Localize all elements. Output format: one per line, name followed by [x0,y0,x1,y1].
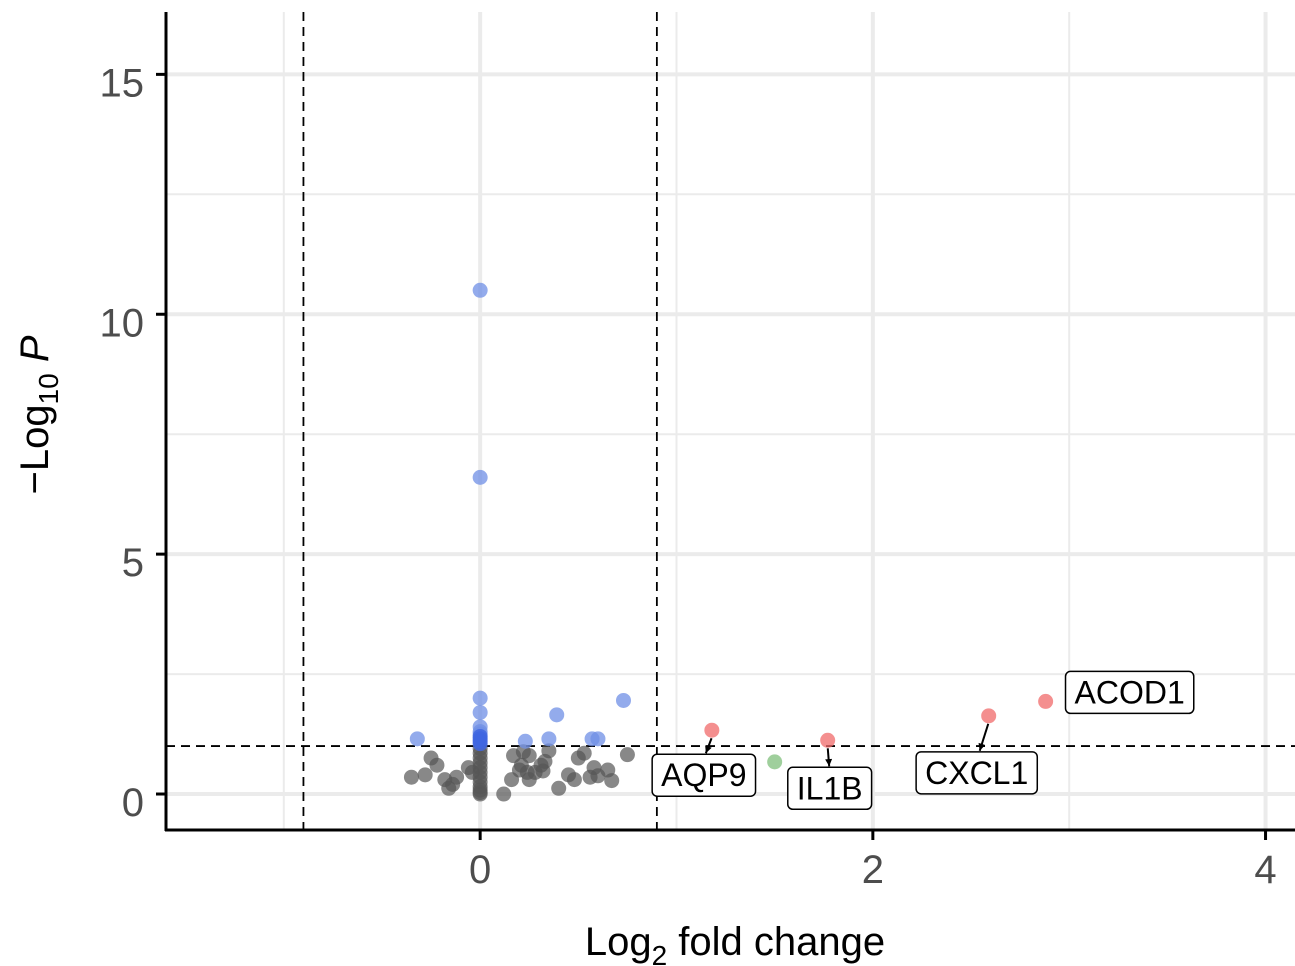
data-point-p [472,690,488,706]
gene-label-text: ACOD1 [1075,674,1185,710]
data-point-fc [767,754,783,770]
gene-label-text: IL1B [797,770,863,806]
data-point-ns [429,757,445,773]
gene-label-text: AQP9 [661,757,746,793]
data-point-p [472,282,488,298]
data-point-p [517,733,533,749]
gene-label-box [915,751,1039,795]
y-axis-title-subscript: 10 [33,373,64,404]
y-tick-label: 5 [122,541,144,585]
data-point-p [541,731,557,747]
threshold-lines [166,12,1295,830]
data-point-ns [449,769,465,785]
data-point-ns [403,769,419,785]
x-axis-title-subscript: 2 [652,940,668,966]
data-point-p-and_fc [1038,693,1054,709]
data-point-ns [521,748,537,764]
data-point-p-and_fc [981,708,997,724]
data-point-p [472,704,488,720]
data-point-p-and_fc [820,732,836,748]
y-axis-title-italic: P [13,335,57,362]
gene-label-il1b: IL1B [787,748,873,811]
data-point-ns [576,745,592,761]
data-point-ns [604,773,620,789]
gene-label-arrowhead [705,745,712,754]
data-point-p [549,707,565,723]
data-points [403,282,1054,802]
x-axis-title: Log2 fold change [585,920,885,966]
gene-label-arrowhead [978,742,986,751]
gene-label-box [1064,670,1195,715]
x-axis-title-rest: fold change [667,920,885,964]
data-point-p-and_fc [704,722,720,738]
data-point-p [409,731,425,747]
x-tick-label: 2 [862,848,884,892]
gene-labels: ACOD1 AQP9 IL1B CXCL1 [651,670,1195,811]
gene-label-text: CXCL1 [925,755,1028,791]
y-axis-title: −Log10 P [13,335,64,494]
x-tick-label: 4 [1254,848,1276,892]
data-point-ns [551,780,567,796]
data-point-ns [417,767,433,783]
gene-label-arrowhead [825,758,833,767]
gene-label-cxcl1: CXCL1 [915,723,1039,795]
data-point-p-strong [472,736,488,752]
y-axis-title-prefix: −Log [13,404,57,494]
y-tick-label: 0 [122,781,144,825]
data-point-ns [566,772,582,788]
data-point-p [472,469,488,485]
y-tick-label: 15 [100,61,145,105]
data-point-p [615,692,631,708]
y-tick-label: 10 [100,301,145,345]
gene-label-aqp9: AQP9 [651,737,757,797]
data-point-ns [541,743,557,759]
gene-label-box [787,766,873,811]
data-point-ns [496,786,512,802]
y-axis-title-space [13,362,57,373]
x-axis-title-base: Log [585,920,652,964]
axes: 0 2 4 0 5 10 15 [100,12,1295,892]
data-point-ns [472,786,488,802]
gene-label-box [651,753,757,797]
data-point-p [590,731,606,747]
x-tick-label: 0 [469,848,491,892]
data-point-ns [619,747,635,763]
grid-lines [166,12,1295,830]
gene-label-acod1: ACOD1 [1064,670,1195,715]
